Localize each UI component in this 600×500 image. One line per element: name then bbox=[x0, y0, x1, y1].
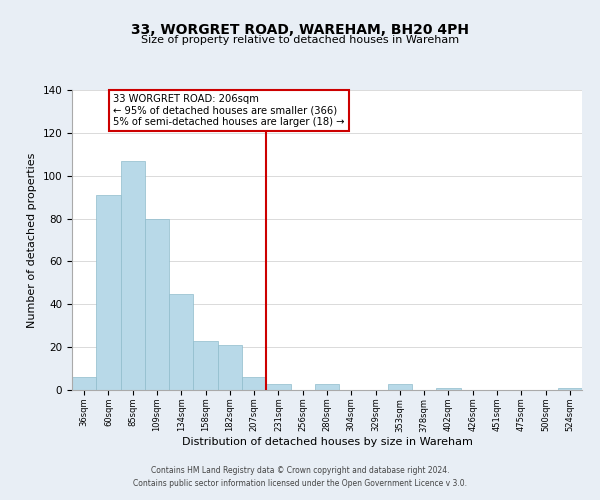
Bar bbox=[436, 388, 461, 390]
Text: 33, WORGRET ROAD, WAREHAM, BH20 4PH: 33, WORGRET ROAD, WAREHAM, BH20 4PH bbox=[131, 22, 469, 36]
Bar bbox=[242, 377, 266, 390]
X-axis label: Distribution of detached houses by size in Wareham: Distribution of detached houses by size … bbox=[182, 437, 472, 447]
Bar bbox=[388, 384, 412, 390]
Bar bbox=[218, 345, 242, 390]
Y-axis label: Number of detached properties: Number of detached properties bbox=[27, 152, 37, 328]
Bar bbox=[266, 384, 290, 390]
Bar bbox=[193, 340, 218, 390]
Bar bbox=[72, 377, 96, 390]
Bar bbox=[169, 294, 193, 390]
Bar bbox=[96, 195, 121, 390]
Bar bbox=[558, 388, 582, 390]
Text: Size of property relative to detached houses in Wareham: Size of property relative to detached ho… bbox=[141, 35, 459, 45]
Bar bbox=[315, 384, 339, 390]
Bar bbox=[145, 218, 169, 390]
Text: Contains HM Land Registry data © Crown copyright and database right 2024.
Contai: Contains HM Land Registry data © Crown c… bbox=[133, 466, 467, 487]
Bar bbox=[121, 160, 145, 390]
Text: 33 WORGRET ROAD: 206sqm
← 95% of detached houses are smaller (366)
5% of semi-de: 33 WORGRET ROAD: 206sqm ← 95% of detache… bbox=[113, 94, 345, 128]
